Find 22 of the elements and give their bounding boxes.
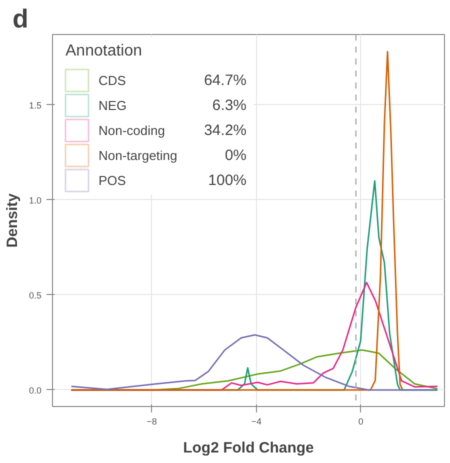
legend-label: NEG xyxy=(98,98,127,113)
legend-label: POS xyxy=(98,173,126,188)
legend-label: Non-coding xyxy=(98,123,165,138)
legend-label: Non-targeting xyxy=(98,148,178,163)
legend-label: CDS xyxy=(98,73,126,88)
annotation: 100% xyxy=(208,172,247,189)
line-series xyxy=(70,334,438,391)
annotation: 64.7% xyxy=(204,72,247,89)
y-tick-label: 1.0 xyxy=(28,195,42,206)
y-tick-label: 0.5 xyxy=(28,290,42,300)
y-tick-label: 1.5 xyxy=(28,100,42,110)
y-tick-label: 0.0 xyxy=(28,385,42,396)
x-axis-title: Log2 Fold Change xyxy=(183,440,314,456)
y-axis-title: Density xyxy=(4,192,21,248)
chart-title: d xyxy=(12,4,28,34)
x-tick-label: −4 xyxy=(251,416,262,426)
annotation: 6.3% xyxy=(212,97,247,114)
annotation: 0% xyxy=(224,147,247,164)
x-tick-label: 0 xyxy=(358,416,364,426)
x-tick-label: −8 xyxy=(146,416,157,426)
legend-title: Annotation xyxy=(66,42,142,60)
annotation: 34.2% xyxy=(204,122,247,139)
